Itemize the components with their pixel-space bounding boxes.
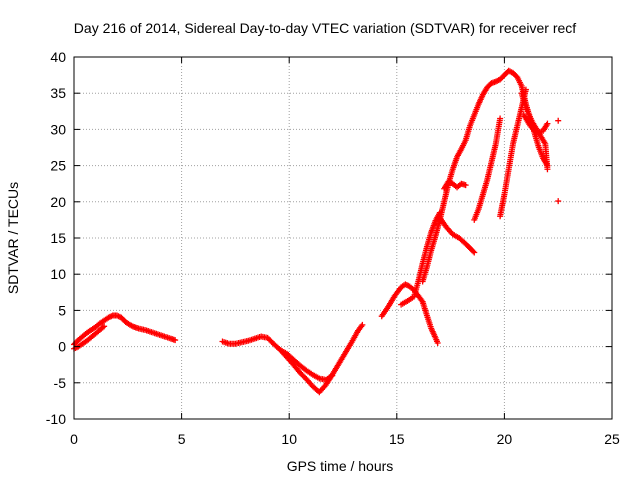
y-tick-labels: -10 -5 0 5 10 15 20 25 30 35 40 xyxy=(46,49,66,427)
y-tick-label: 25 xyxy=(50,158,66,174)
y-tick-label: 10 xyxy=(50,266,66,282)
x-axis-label: GPS time / hours xyxy=(287,458,394,474)
y-tick-label: -5 xyxy=(54,375,67,391)
y-tick-label: -10 xyxy=(46,411,66,427)
plot-frame xyxy=(73,56,613,420)
x-tick-label: 25 xyxy=(604,431,620,447)
y-axis-label: SDTVAR / TECUs xyxy=(5,182,21,294)
y-tick-label: 40 xyxy=(50,49,66,65)
y-tick-label: 35 xyxy=(50,85,66,101)
y-tick-label: 20 xyxy=(50,194,66,210)
x-tick-label: 0 xyxy=(70,431,78,447)
data-point xyxy=(329,372,336,379)
x-tick-label: 5 xyxy=(178,431,186,447)
data-point xyxy=(497,115,504,122)
data-point xyxy=(434,339,441,346)
y-tick-label: 15 xyxy=(50,230,66,246)
data-point xyxy=(462,182,469,189)
data-point xyxy=(555,117,562,124)
chart-title: Day 216 of 2014, Sidereal Day-to-day VTE… xyxy=(74,20,576,36)
axis-ticks xyxy=(73,56,613,420)
data-point xyxy=(101,323,108,330)
data-point xyxy=(544,166,551,173)
x-tick-label: 10 xyxy=(281,431,297,447)
data-point xyxy=(470,248,477,255)
y-tick-label: 0 xyxy=(58,339,66,355)
data-point xyxy=(172,337,179,344)
y-tick-label: 30 xyxy=(50,121,66,137)
data-point xyxy=(555,198,562,205)
data-points xyxy=(71,67,562,396)
x-tick-labels: 0 5 10 15 20 25 xyxy=(70,431,620,447)
x-tick-label: 20 xyxy=(497,431,513,447)
y-tick-label: 5 xyxy=(58,302,66,318)
data-point xyxy=(359,321,366,328)
data-point xyxy=(544,120,551,127)
data-point xyxy=(522,86,529,93)
data-point xyxy=(471,249,478,256)
grid-lines xyxy=(74,57,612,419)
x-tick-label: 15 xyxy=(389,431,405,447)
